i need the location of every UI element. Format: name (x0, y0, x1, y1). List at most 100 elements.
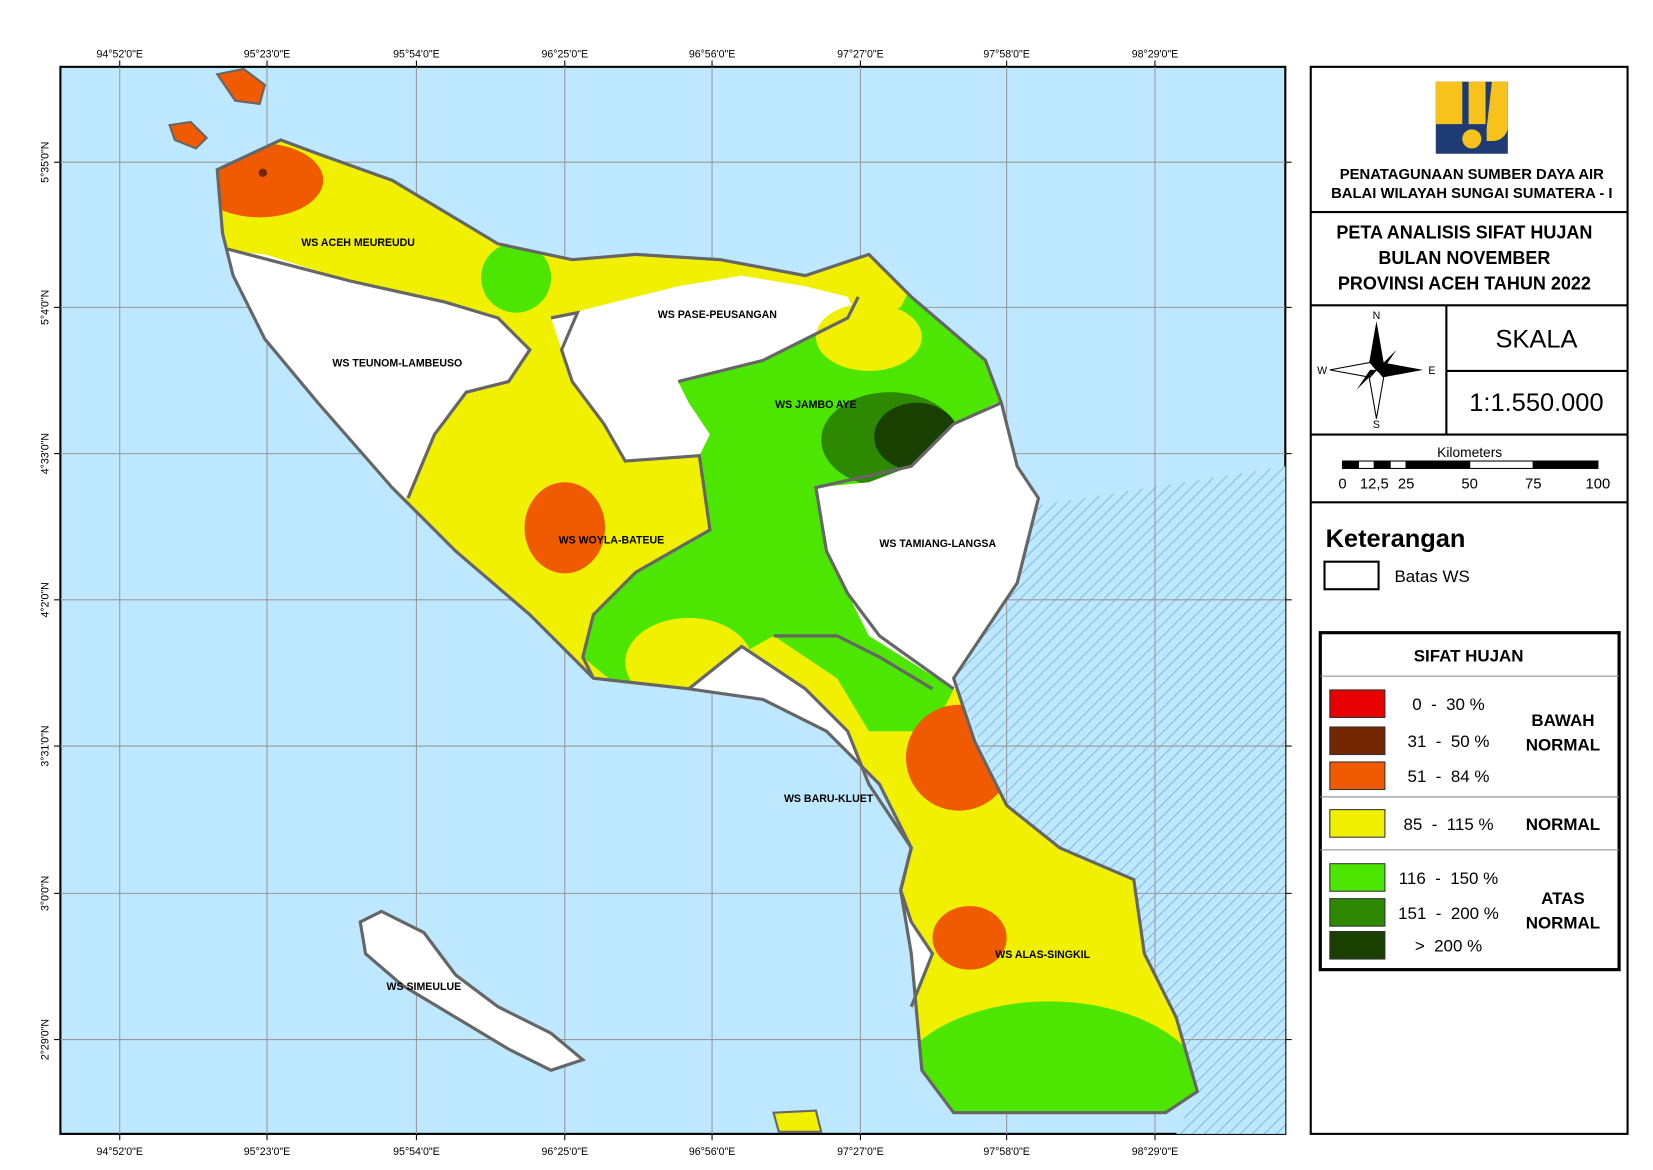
below-normal-zone (524, 482, 606, 574)
region-label: WS JAMBO AYE (775, 399, 857, 411)
lon-label: 95°54'0"E (393, 1146, 439, 1158)
lon-label: 95°54'0"E (393, 48, 439, 60)
compass-letter: E (1428, 365, 1435, 377)
region-label: WS TEUNOM-LAMBEUSO (332, 358, 462, 370)
compass-letter: W (1317, 365, 1327, 377)
scale-bar: 0 12,5 25 50 75 100 (1338, 460, 1611, 493)
lon-label: 97°27'0"E (837, 48, 883, 60)
legend-swatch (1329, 689, 1386, 718)
scale-segment (1357, 460, 1375, 469)
legend-swatch (1329, 809, 1386, 838)
legend-group: ATAS (1541, 889, 1585, 908)
island (215, 67, 267, 106)
scale-heading: SKALA (1495, 326, 1577, 354)
legend-swatch (1329, 930, 1386, 960)
lon-label: 97°27'0"E (837, 1146, 883, 1158)
scale-segment (1373, 460, 1391, 469)
title-line: BULAN NOVEMBER (1378, 248, 1550, 268)
legend-swatch (1329, 898, 1386, 927)
region-label: WS ALAS-SINGKIL (995, 949, 1090, 961)
island (168, 120, 209, 150)
region-label: WS PASE-PEUSANGAN (658, 309, 777, 321)
compass-letter: S (1373, 419, 1380, 431)
coastline (215, 138, 1200, 1115)
island (772, 1109, 823, 1133)
lon-label: 98°29'0"E (1132, 48, 1178, 60)
lon-label: 96°56'0"E (689, 1146, 735, 1158)
compass-letter: N (1373, 310, 1381, 322)
lat-label: 3°0'0"N (40, 876, 52, 911)
scale-tick-label: 12,5 (1360, 477, 1389, 493)
region-labels: WS ACEH MEUREUDU WS TEUNOM-LAMBEUSO WS P… (301, 237, 1090, 993)
lon-label: 97°58'0"E (983, 1146, 1029, 1158)
lat-label: 3°31'0"N (40, 725, 52, 766)
region-label: WS ACEH MEUREUDU (301, 237, 415, 249)
above-normal-zone (890, 1001, 1198, 1113)
lon-label: 94°52'0"E (96, 48, 142, 60)
region-label: WS TAMIANG-LANGSA (879, 538, 996, 550)
lon-label: 98°29'0"E (1132, 1146, 1178, 1158)
lat-label: 5°4'0"N (40, 290, 52, 325)
scale-segment (1389, 460, 1407, 469)
scale-tick-label: 25 (1398, 477, 1414, 493)
lat-label: 5°35'0"N (40, 142, 52, 183)
legend-group: NORMAL (1526, 913, 1600, 932)
boundary-label: Batas WS (1394, 567, 1469, 586)
scale-segment (1532, 460, 1599, 469)
lat-label: 2°29'0"N (40, 1019, 52, 1060)
legend-label: > 200 % (1415, 937, 1482, 956)
org-line: BALAI WILAYAH SUNGAI SUMATERA - I (1331, 186, 1612, 202)
lon-label: 97°58'0"E (983, 48, 1029, 60)
legend-table-title: SIFAT HUJAN (1414, 646, 1524, 665)
scale-segment (1342, 460, 1359, 469)
lon-label: 96°56'0"E (689, 48, 735, 60)
boundary-swatch (1323, 560, 1380, 591)
title-line: PROVINSI ACEH TAHUN 2022 (1338, 273, 1591, 293)
legend-swatch (1329, 863, 1386, 892)
scale-segment (1405, 460, 1471, 469)
legend-swatch (1329, 726, 1386, 756)
scale-tick-label: 50 (1461, 477, 1477, 493)
logo (1435, 81, 1508, 154)
lon-label: 95°23'0"E (244, 48, 290, 60)
region-label: WS SIMEULUE (387, 981, 462, 993)
side-panel: PENATAGUNAAN SUMBER DAYA AIR BALAI WILAY… (1309, 65, 1629, 1135)
hatched-sea (953, 466, 1286, 1134)
lat-label: 4°33'0"N (40, 433, 52, 474)
scale-ratio: 1:1.550.000 (1469, 389, 1603, 417)
lon-label: 95°23'0"E (244, 1146, 290, 1158)
ws-boundaries (227, 247, 1002, 1008)
org-line: PENATAGUNAAN SUMBER DAYA AIR (1340, 167, 1604, 183)
lat-label: 4°2'0"N (40, 582, 52, 617)
legend-label: 0 - 30 % (1412, 695, 1485, 714)
legend-label: 85 - 115 % (1403, 815, 1493, 834)
region-label: WS BARU-KLUET (784, 793, 874, 805)
simeulue-island (358, 909, 586, 1073)
legend-group: BAWAH (1531, 711, 1594, 730)
scale-tick-label: 100 (1586, 477, 1611, 493)
legend-swatch (1329, 761, 1386, 791)
legend-label: 51 - 84 % (1408, 767, 1490, 786)
scale-tick-label: 75 (1525, 477, 1542, 493)
scale-tick-label: 0 (1338, 477, 1346, 493)
legend-rows: 0 - 30 % 31 - 50 % 51 - 84 % 85 - 115 % 116 … (1329, 689, 1600, 960)
lon-label: 96°25'0"E (542, 1146, 588, 1158)
normal-zone (815, 303, 922, 371)
compass (1329, 321, 1424, 419)
scale-unit: Kilometers (1437, 445, 1502, 460)
lon-label: 96°25'0"E (542, 48, 588, 60)
dry-spot (258, 168, 268, 178)
legend-group: NORMAL (1526, 735, 1600, 754)
legend-group: NORMAL (1526, 815, 1600, 834)
below-normal-zone (932, 906, 1007, 970)
ws-area (551, 275, 859, 462)
legend-heading: Keterangan (1326, 525, 1466, 553)
legend-label: 31 - 50 % (1408, 732, 1490, 751)
region-label: WS WOYLA-BATEUE (559, 535, 665, 547)
above-normal-zone (481, 242, 551, 313)
legend-label: 116 - 150 % (1399, 869, 1499, 888)
scale-segment (1469, 460, 1534, 469)
lon-label: 94°52'0"E (96, 1146, 142, 1158)
